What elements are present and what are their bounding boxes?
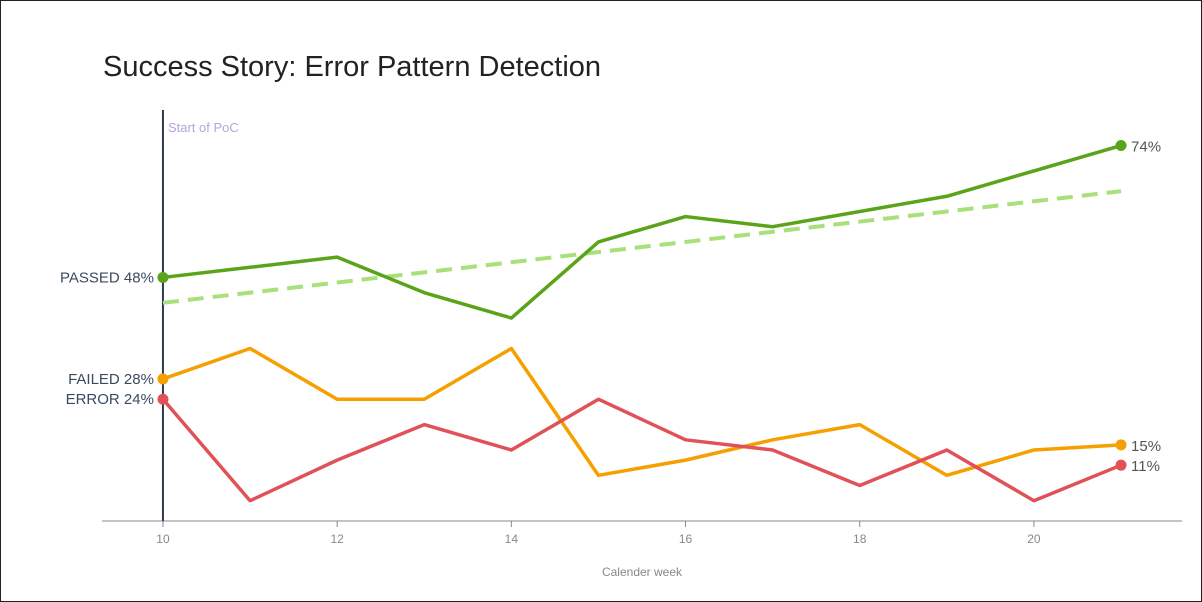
series-start-label-passed: PASSED 48%: [60, 269, 154, 286]
series-line-passed: [161, 143, 1123, 320]
trend-line: [162, 189, 1122, 305]
x-axis-label: Calender week: [602, 565, 683, 579]
series-start-point-passed: [157, 271, 169, 283]
x-tick-label-14: 14: [505, 532, 519, 546]
series-end-point-error: [1115, 459, 1127, 471]
series-start-point-error: [157, 393, 169, 405]
series-start-point-failed: [157, 373, 169, 385]
series-start-label-error: ERROR 24%: [66, 391, 154, 408]
x-tick-label-20: 20: [1027, 532, 1041, 546]
series-end-label-error: 11%: [1131, 458, 1160, 475]
series-line-failed: [161, 346, 1123, 478]
series-end-label-passed: 74%: [1131, 139, 1161, 156]
series-end-point-passed: [1115, 140, 1127, 152]
x-tick-label-12: 12: [330, 532, 344, 546]
chart-title: Success Story: Error Pattern Detection: [103, 51, 602, 83]
series-line-error: [161, 397, 1123, 503]
start-of-poc-label: Start of PoC: [168, 120, 239, 135]
series-start-label-failed: FAILED 28%: [68, 371, 154, 388]
x-tick-label-18: 18: [853, 532, 867, 546]
x-tick-label-16: 16: [679, 532, 693, 546]
x-tick-label-10: 10: [156, 532, 170, 546]
series-end-point-failed: [1115, 439, 1127, 451]
series-end-label-failed: 15%: [1131, 438, 1161, 455]
